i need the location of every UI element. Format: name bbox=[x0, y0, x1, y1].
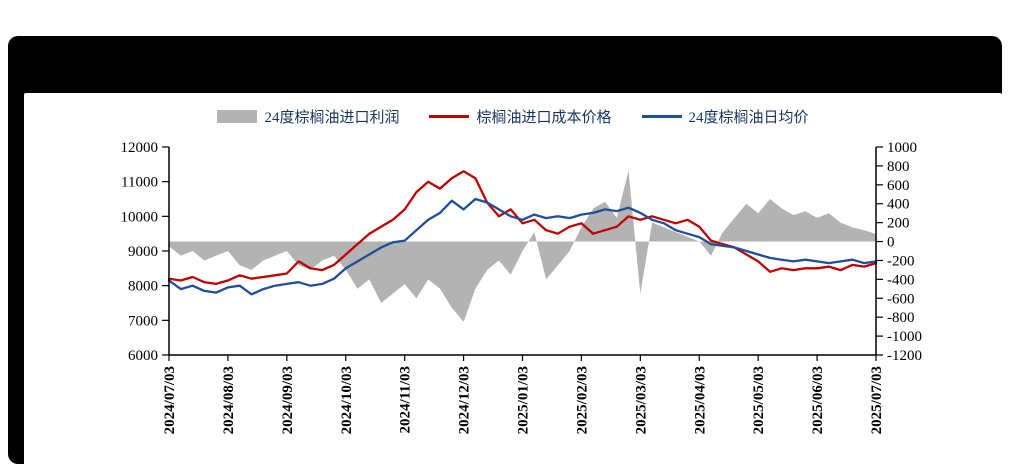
daily-price-line-series bbox=[167, 197, 878, 296]
x-tick-label: 2025/05/03 bbox=[751, 366, 767, 434]
legend-label-daily: 24度棕榈油日均价 bbox=[688, 109, 809, 126]
x-tick-label: 2025/04/03 bbox=[692, 366, 708, 434]
x-tick-label: 2024/09/03 bbox=[280, 366, 296, 434]
x-tick-label: 2025/06/03 bbox=[810, 366, 826, 434]
legend-item-daily: 24度棕榈油日均价 bbox=[641, 106, 809, 127]
y-left-tick-label: 12000 bbox=[121, 140, 159, 156]
x-tick-label: 2024/12/03 bbox=[457, 366, 473, 434]
legend-label-cost: 棕榈油进口成本价格 bbox=[476, 109, 612, 126]
profit-area-swatch bbox=[217, 109, 258, 123]
cost-price-line-series bbox=[167, 170, 878, 286]
y-right-tick-label: 0 bbox=[887, 235, 895, 251]
chart-area: 12000 11000 10000 9000 8000 7000 6000 1000 800 60… bbox=[24, 133, 1002, 473]
y-right-tick-label: -400 bbox=[887, 272, 915, 288]
x-tick-label: 2024/07/03 bbox=[162, 366, 178, 434]
y-right-tick-label: -800 bbox=[887, 310, 915, 326]
daily-line-swatch bbox=[641, 114, 682, 118]
profit-area-series bbox=[169, 170, 876, 322]
legend-label-profit: 24度棕榈油进口利润 bbox=[264, 109, 400, 126]
y-right-tick-label: -200 bbox=[887, 253, 915, 269]
chart-panel: 24度棕榈油进口利润 棕榈油进口成本价格 24度棕榈油日均价 12000 1100… bbox=[24, 93, 1002, 473]
x-tick-label: 2025/01/03 bbox=[516, 366, 532, 434]
x-tick-label: 2025/03/03 bbox=[633, 366, 649, 434]
y-right-tick-label: 800 bbox=[887, 159, 910, 175]
y-right-tick-label: 200 bbox=[887, 216, 910, 232]
x-tick-label: 2024/08/03 bbox=[221, 366, 237, 434]
y-right-tick-label: 1000 bbox=[887, 140, 917, 156]
y-left-tick-label: 10000 bbox=[121, 209, 159, 225]
y-right-tick-label: -1000 bbox=[887, 329, 922, 345]
chart-legend: 24度棕榈油进口利润 棕榈油进口成本价格 24度棕榈油日均价 bbox=[24, 105, 1002, 127]
slide-frame: 24度棕榈油进口利润 棕榈油进口成本价格 24度棕榈油日均价 12000 1100… bbox=[8, 36, 1002, 473]
legend-item-profit: 24度棕榈油进口利润 bbox=[217, 106, 399, 127]
x-tick-label: 2024/10/03 bbox=[339, 366, 355, 434]
y-right-tick-label: -600 bbox=[887, 291, 915, 307]
y-right-tick-label: 600 bbox=[887, 178, 910, 194]
cost-line-swatch bbox=[429, 114, 470, 118]
y-left-tick-label: 7000 bbox=[128, 313, 158, 329]
y-right-tick-label: 400 bbox=[887, 197, 910, 213]
price-profit-chart: 1200011000100009000800070006000100080060… bbox=[121, 140, 923, 434]
y-left-tick-label: 11000 bbox=[121, 175, 158, 191]
x-tick-label: 2024/11/03 bbox=[398, 366, 414, 434]
y-right-tick-label: -1200 bbox=[887, 348, 922, 364]
x-tick-label: 2025/07/03 bbox=[869, 366, 885, 434]
x-tick-label: 2025/02/03 bbox=[574, 366, 590, 434]
y-left-tick-label: 8000 bbox=[128, 279, 158, 295]
legend-item-cost: 棕榈油进口成本价格 bbox=[429, 106, 612, 127]
y-left-tick-label: 6000 bbox=[128, 348, 158, 364]
y-left-tick-label: 9000 bbox=[128, 244, 158, 260]
